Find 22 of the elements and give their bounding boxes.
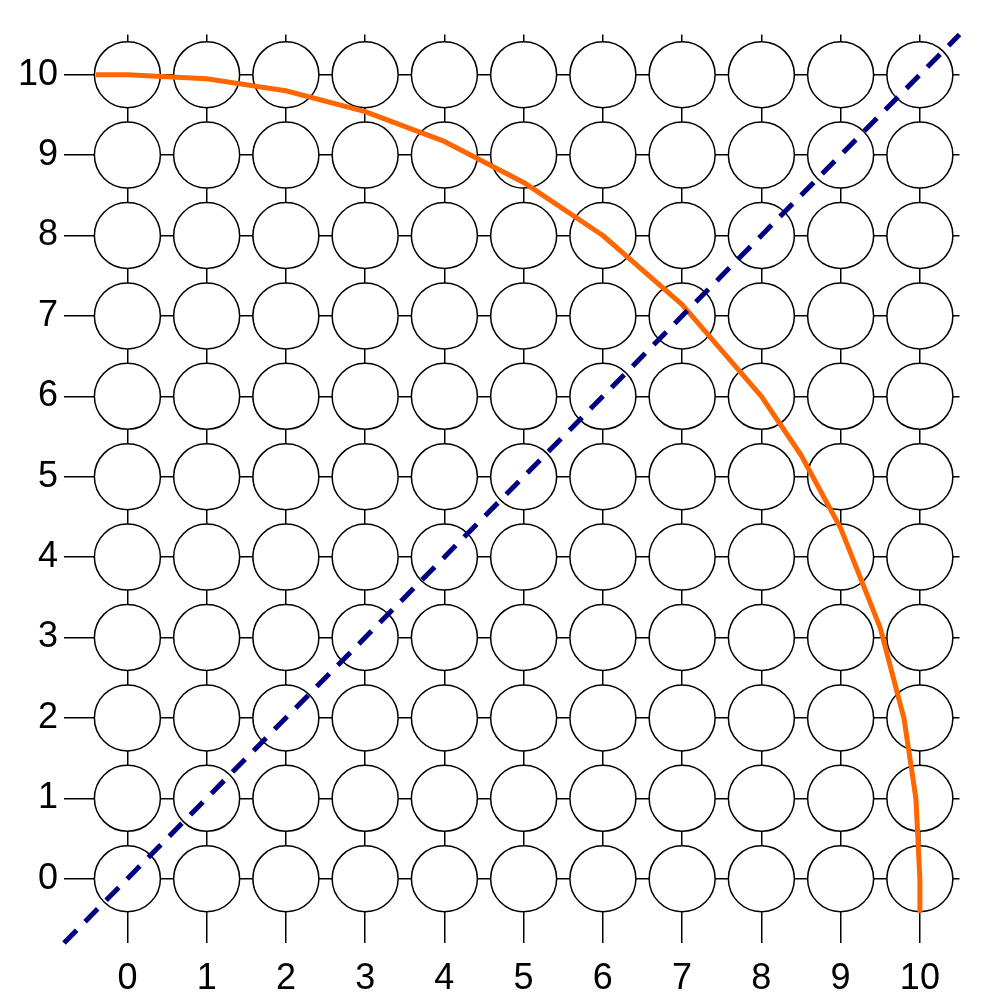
x-tick-label: 8	[751, 955, 772, 997]
x-tick-label: 1	[196, 955, 217, 997]
x-tick-label: 7	[672, 955, 693, 997]
x-tick-label: 3	[355, 955, 376, 997]
x-tick-label: 9	[830, 955, 851, 997]
x-tick-label: 0	[117, 955, 138, 997]
y-tick-label: 4	[37, 534, 58, 576]
y-tick-label: 8	[37, 212, 58, 254]
y-tick-label: 3	[37, 614, 58, 656]
x-tick-label: 6	[592, 955, 613, 997]
x-tick-label: 10	[899, 955, 940, 997]
x-tick-label: 2	[275, 955, 296, 997]
y-tick-label: 1	[37, 775, 58, 817]
x-tick-label: 4	[434, 955, 455, 997]
y-tick-label: 2	[37, 694, 58, 736]
y-tick-label: 7	[37, 292, 58, 334]
y-tick-label: 0	[37, 855, 58, 897]
y-tick-label: 10	[17, 51, 58, 93]
y-tick-label: 5	[37, 453, 58, 495]
y-tick-label: 6	[37, 373, 58, 415]
x-tick-label: 5	[513, 955, 534, 997]
y-tick-label: 9	[37, 132, 58, 174]
